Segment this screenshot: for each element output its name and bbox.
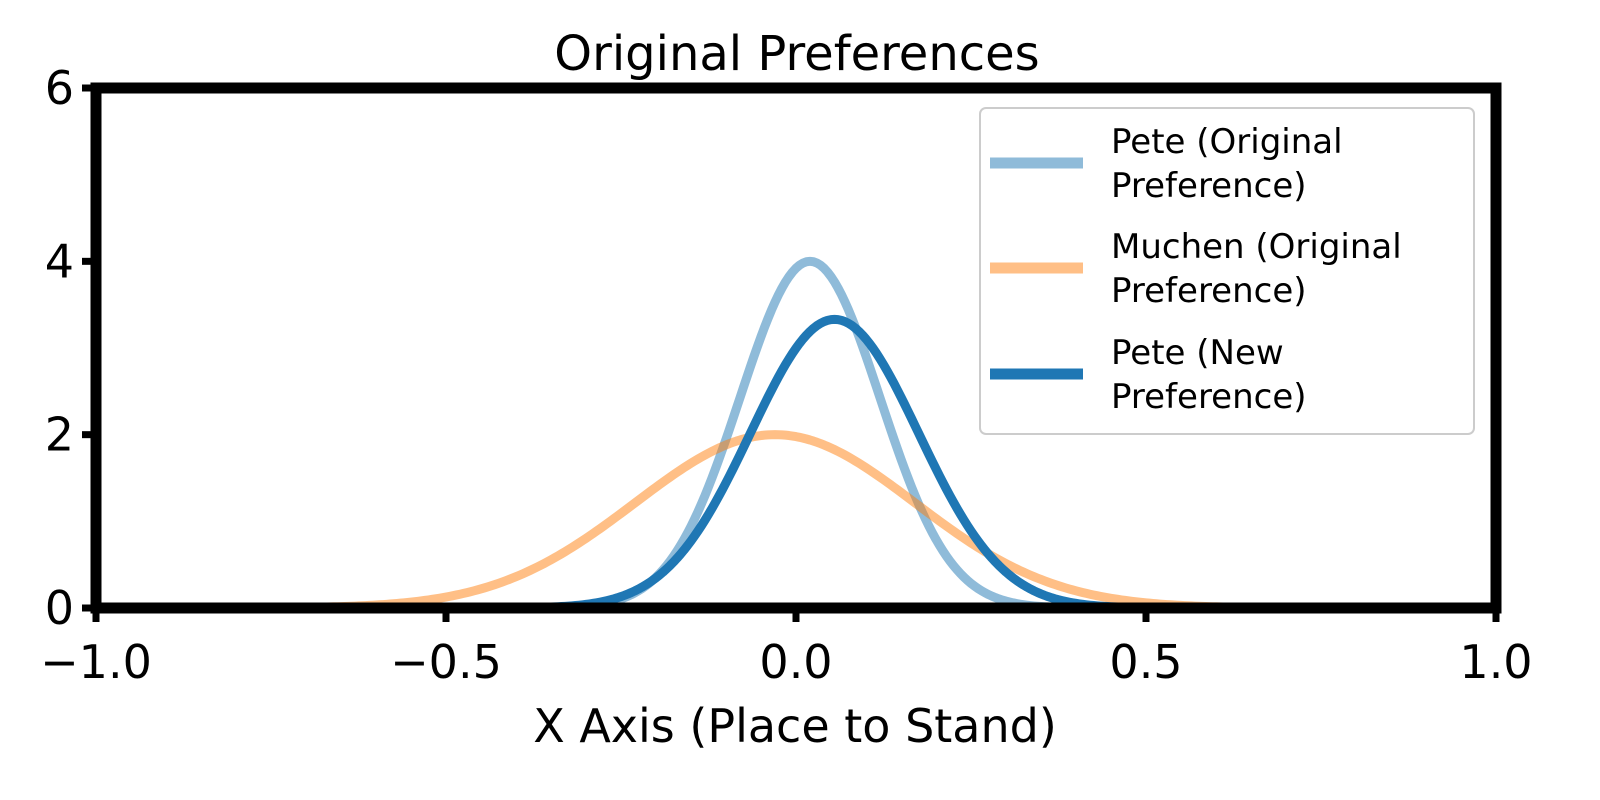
- y-tick-label: 4: [45, 234, 74, 288]
- legend-label-2: Preference): [1111, 271, 1307, 311]
- x-tick-label: 1.0: [1459, 635, 1532, 689]
- legend-label-1: Preference): [1111, 166, 1307, 206]
- x-tick-label: −0.5: [390, 635, 502, 689]
- chart-title: Original Preferences: [554, 26, 1039, 82]
- legend-frame: [979, 107, 1475, 435]
- legend-label-3: Pete (New: [1111, 333, 1284, 373]
- x-tick-label: −1.0: [40, 635, 152, 689]
- x-axis-label: X Axis (Place to Stand): [533, 699, 1057, 753]
- x-tick-label: 0.5: [1109, 635, 1182, 689]
- legend-label-1: Pete (Original: [1111, 122, 1343, 162]
- y-ticks: 0 2 4 6: [45, 61, 96, 635]
- y-tick-label: 6: [45, 61, 74, 115]
- y-tick-label: 2: [45, 408, 74, 462]
- x-tick-label: 0.0: [759, 635, 832, 689]
- legend-label-3: Preference): [1111, 377, 1307, 417]
- y-tick-label: 0: [45, 581, 74, 635]
- legend-label-2: Muchen (Original: [1111, 227, 1402, 267]
- x-ticks: −1.0 −0.5 0.0 0.5 1.0: [40, 608, 1533, 689]
